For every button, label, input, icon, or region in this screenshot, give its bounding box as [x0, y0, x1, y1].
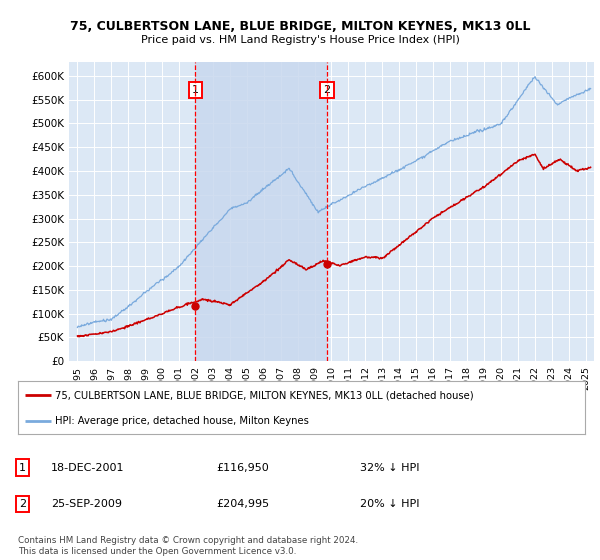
Text: Price paid vs. HM Land Registry's House Price Index (HPI): Price paid vs. HM Land Registry's House …: [140, 35, 460, 45]
Text: 1: 1: [19, 463, 26, 473]
Text: 2: 2: [19, 499, 26, 509]
Text: 75, CULBERTSON LANE, BLUE BRIDGE, MILTON KEYNES, MK13 0LL: 75, CULBERTSON LANE, BLUE BRIDGE, MILTON…: [70, 20, 530, 32]
Text: 1: 1: [192, 85, 199, 95]
Bar: [196, 62, 327, 361]
Text: 32% ↓ HPI: 32% ↓ HPI: [360, 463, 419, 473]
Text: £204,995: £204,995: [216, 499, 269, 509]
Text: 2: 2: [323, 85, 331, 95]
Text: Contains HM Land Registry data © Crown copyright and database right 2024.
This d: Contains HM Land Registry data © Crown c…: [18, 536, 358, 556]
Text: 18-DEC-2001: 18-DEC-2001: [51, 463, 125, 473]
Text: 75, CULBERTSON LANE, BLUE BRIDGE, MILTON KEYNES, MK13 0LL (detached house): 75, CULBERTSON LANE, BLUE BRIDGE, MILTON…: [55, 390, 473, 400]
Text: HPI: Average price, detached house, Milton Keynes: HPI: Average price, detached house, Milt…: [55, 416, 309, 426]
Text: £116,950: £116,950: [216, 463, 269, 473]
Text: 20% ↓ HPI: 20% ↓ HPI: [360, 499, 419, 509]
Text: 25-SEP-2009: 25-SEP-2009: [51, 499, 122, 509]
